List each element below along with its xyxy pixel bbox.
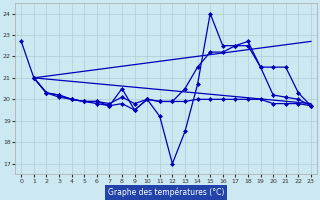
X-axis label: Graphe des températures (°C): Graphe des températures (°C) xyxy=(108,188,224,197)
